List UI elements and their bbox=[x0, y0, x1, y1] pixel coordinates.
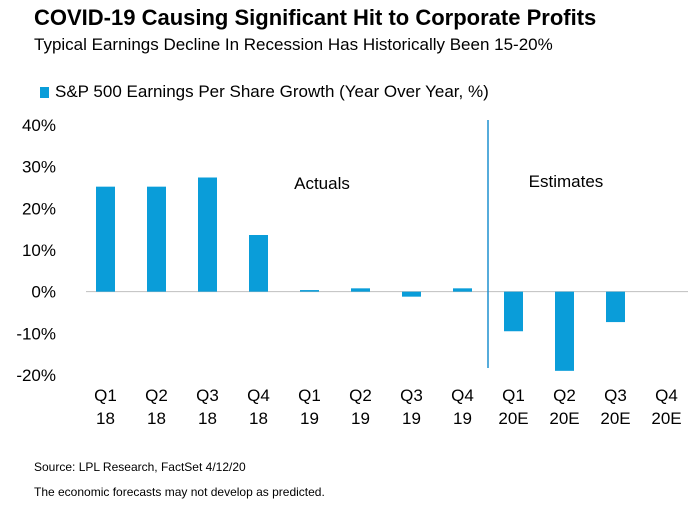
bar bbox=[504, 291, 523, 332]
bar bbox=[300, 290, 319, 292]
y-tick-label: -10% bbox=[16, 324, 56, 343]
x-tick-label: 20E bbox=[600, 409, 630, 428]
x-tick-label: 19 bbox=[402, 409, 421, 428]
x-tick-label: Q4 bbox=[655, 386, 678, 405]
x-tick-label: Q2 bbox=[553, 386, 576, 405]
x-tick-label: Q3 bbox=[604, 386, 627, 405]
annotation-actuals: Actuals bbox=[294, 174, 350, 193]
bar bbox=[402, 291, 421, 297]
chart-title: COVID-19 Causing Significant Hit to Corp… bbox=[34, 5, 597, 30]
source-note: Source: LPL Research, FactSet 4/12/20 bbox=[34, 460, 246, 474]
bar bbox=[147, 186, 166, 292]
x-tick-label: Q4 bbox=[451, 386, 474, 405]
annotation-estimates: Estimates bbox=[529, 172, 604, 191]
x-tick-label: 18 bbox=[249, 409, 268, 428]
x-tick-label: 18 bbox=[96, 409, 115, 428]
bar bbox=[555, 291, 574, 371]
x-tick-label: 20E bbox=[498, 409, 528, 428]
x-tick-label: 19 bbox=[453, 409, 472, 428]
y-tick-label: 30% bbox=[22, 158, 56, 177]
x-tick-label: Q3 bbox=[196, 386, 219, 405]
x-tick-label: Q1 bbox=[502, 386, 525, 405]
bar-chart: 40% 30% 20% 10% 0% -10% -20% Q1 18 Q2 18 Q3 18 Q4 18 Q1… bbox=[16, 116, 688, 428]
x-tick-label: Q2 bbox=[349, 386, 372, 405]
chart-subtitle: Typical Earnings Decline In Recession Ha… bbox=[34, 35, 553, 54]
x-tick-label: Q2 bbox=[145, 386, 168, 405]
legend-swatch bbox=[40, 86, 49, 98]
x-tick-label: 18 bbox=[147, 409, 166, 428]
y-tick-label: -20% bbox=[16, 366, 56, 385]
x-tick-label: Q1 bbox=[94, 386, 117, 405]
bar bbox=[96, 186, 115, 292]
x-tick-label: 18 bbox=[198, 409, 217, 428]
x-tick-label: 19 bbox=[351, 409, 370, 428]
y-tick-label: 20% bbox=[22, 199, 56, 218]
y-tick-label: 0% bbox=[31, 283, 56, 302]
x-tick-label: 20E bbox=[651, 409, 681, 428]
x-tick-label: 19 bbox=[300, 409, 319, 428]
x-tick-label: 20E bbox=[549, 409, 579, 428]
x-tick-label: Q4 bbox=[247, 386, 270, 405]
legend-label: S&P 500 Earnings Per Share Growth (Year … bbox=[55, 82, 489, 101]
y-tick-label: 40% bbox=[22, 116, 56, 135]
disclaimer-note: The economic forecasts may not develop a… bbox=[34, 485, 325, 499]
x-tick-label: Q3 bbox=[400, 386, 423, 405]
legend: S&P 500 Earnings Per Share Growth (Year … bbox=[40, 82, 489, 102]
bar bbox=[351, 288, 370, 292]
y-tick-label: 10% bbox=[22, 241, 56, 260]
bar bbox=[453, 288, 472, 292]
x-tick-label: Q1 bbox=[298, 386, 321, 405]
bar bbox=[249, 235, 268, 292]
bar bbox=[606, 291, 625, 323]
bar bbox=[198, 177, 217, 292]
